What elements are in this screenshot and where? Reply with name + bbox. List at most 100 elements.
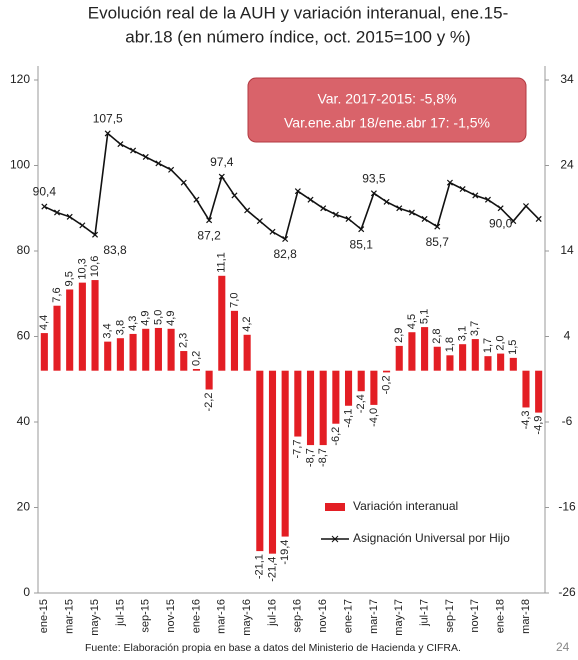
line-marker <box>459 185 466 193</box>
x-tick-label: nov-17 <box>469 599 481 633</box>
line-marker <box>396 205 403 212</box>
x-tick-label: sep-15 <box>140 599 152 633</box>
line-label: 82,8 <box>273 247 297 261</box>
line-marker <box>104 130 111 137</box>
y-tick-label: 60 <box>17 329 31 343</box>
bar-label: -4,0 <box>368 408 380 427</box>
line-marker <box>434 223 441 230</box>
bar-label: -0,2 <box>380 375 392 394</box>
y2-tick-label: -16 <box>558 500 576 514</box>
bar-label: 4,9 <box>140 311 152 326</box>
bar <box>154 327 162 371</box>
bar <box>497 353 505 371</box>
bar-label: 10,3 <box>76 258 88 279</box>
bar <box>66 289 74 371</box>
line-label: 85,7 <box>426 235 450 249</box>
line-marker <box>193 196 200 203</box>
bar <box>522 370 530 408</box>
bar <box>294 370 302 437</box>
line-marker <box>307 196 314 203</box>
line-marker <box>130 147 137 154</box>
bar <box>167 328 175 371</box>
legend-marker <box>331 535 339 543</box>
bar <box>40 333 48 371</box>
bar <box>205 370 213 390</box>
line-label: 93,5 <box>362 171 386 185</box>
bar-label: 2,8 <box>431 328 443 343</box>
x-tick-label: sep-16 <box>292 599 304 633</box>
x-tick-label: nov-15 <box>165 599 177 633</box>
bar <box>484 356 492 371</box>
bar <box>243 334 251 371</box>
bar-label: 5,1 <box>418 309 430 324</box>
chart-title: abr.18 (en número índice, oct. 2015=100 … <box>125 27 470 46</box>
bar-label: 4,3 <box>127 316 139 331</box>
bar <box>446 355 454 371</box>
y-tick-label: 120 <box>10 72 30 86</box>
x-tick-label: may-17 <box>393 599 405 636</box>
bar-label: 4,5 <box>406 314 418 329</box>
bar-label: -8,7 <box>317 448 329 467</box>
bar-label: -8,7 <box>304 448 316 467</box>
bar <box>53 305 61 371</box>
bar-label: -4,9 <box>533 416 545 435</box>
bar-label: 4,4 <box>38 315 50 330</box>
line-marker <box>421 215 428 222</box>
line-marker <box>522 203 530 210</box>
line-marker <box>282 236 289 243</box>
line-marker <box>168 166 175 173</box>
line-marker <box>92 231 99 238</box>
bar <box>509 357 517 371</box>
y2-tick-label: 14 <box>560 243 574 257</box>
bar-label: 4,2 <box>241 316 253 331</box>
bar-label: -21,4 <box>266 557 278 582</box>
bar-label: 3,1 <box>457 326 469 341</box>
line <box>43 131 540 241</box>
bar <box>91 280 99 371</box>
bar-label: 4,9 <box>165 311 177 326</box>
bar <box>459 344 467 371</box>
y2-tick-label: 24 <box>560 158 574 172</box>
bar <box>142 328 150 371</box>
line-marker <box>41 203 48 210</box>
x-tick-label: ene-18 <box>495 599 507 633</box>
bar <box>344 370 353 406</box>
legend-label: Variación interanual <box>353 499 458 513</box>
line-marker <box>383 198 390 205</box>
line-label: 90,0 <box>489 216 513 230</box>
bar-label: 9,5 <box>64 271 76 286</box>
line-marker <box>117 141 124 148</box>
x-tick-label: jul-15 <box>114 599 126 627</box>
bar <box>306 370 315 446</box>
bar-label: -19,4 <box>279 540 291 565</box>
line-label: 107,5 <box>93 112 123 126</box>
bar-label: 5,0 <box>152 310 164 325</box>
line-marker <box>218 173 225 180</box>
bar <box>180 351 188 371</box>
y-tick-label: 20 <box>17 500 31 514</box>
bar <box>230 310 239 371</box>
bar <box>471 339 479 371</box>
line-marker <box>294 188 301 195</box>
line-marker <box>358 226 365 233</box>
bar-label: -6,2 <box>330 427 342 446</box>
line-label: 85,1 <box>350 237 374 251</box>
page-number: 24 <box>556 640 570 654</box>
line-marker <box>155 160 162 167</box>
annotation-box <box>247 77 527 143</box>
y-tick-label: 0 <box>23 585 30 599</box>
x-tick-label: may-16 <box>241 599 253 636</box>
y-tick-label: 80 <box>17 243 31 257</box>
line-marker <box>79 222 86 229</box>
line-marker <box>345 215 352 222</box>
source: Fuente: Elaboración propia en base a dat… <box>85 642 461 654</box>
x-tick-label: jul-17 <box>418 599 430 627</box>
bar-label: 3,7 <box>469 321 481 336</box>
line-label: 97,4 <box>210 155 234 169</box>
y2-tick-label: 4 <box>564 329 571 343</box>
x-tick-label: ene-15 <box>38 599 50 633</box>
bar <box>218 275 226 371</box>
x-tick-label: mar-15 <box>64 599 76 634</box>
legend-label: Asignación Universal por Hijo <box>353 531 510 545</box>
y2-tick-label: -6 <box>562 414 573 428</box>
